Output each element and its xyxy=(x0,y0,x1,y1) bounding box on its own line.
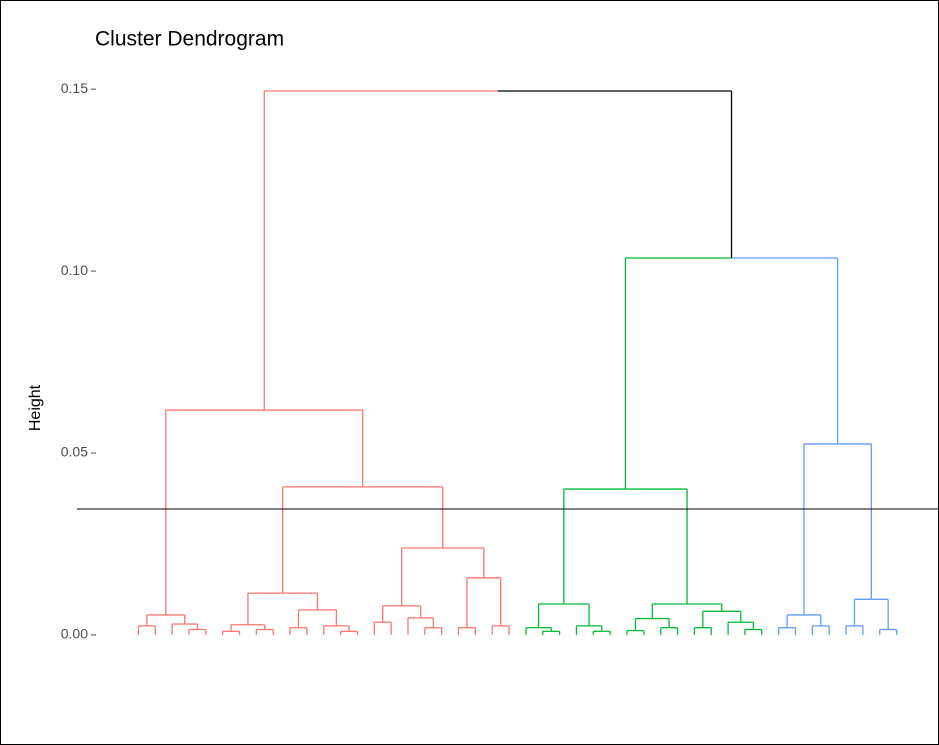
y-tick-label: 0.00 xyxy=(61,626,88,642)
y-tick-label: 0.10 xyxy=(61,262,88,278)
chart-title: Cluster Dendrogram xyxy=(95,28,284,51)
y-tick-label: 0.15 xyxy=(61,80,88,96)
y-axis-label: Height xyxy=(27,384,44,431)
y-tick-label: 0.05 xyxy=(61,444,88,460)
